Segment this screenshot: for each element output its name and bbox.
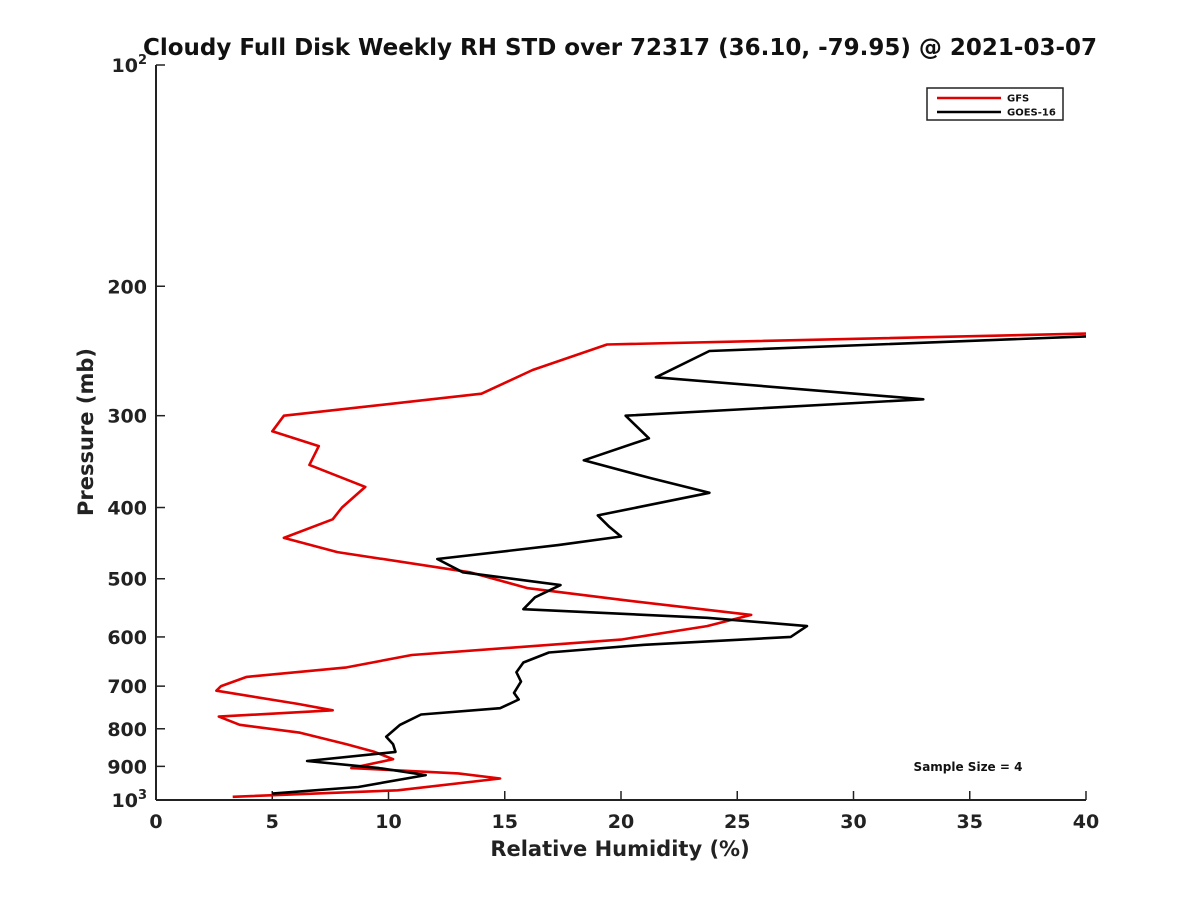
legend-label: GOES-16	[1007, 108, 1056, 119]
y-tick-label: 900	[107, 756, 147, 778]
y-tick-label: 500	[107, 569, 147, 591]
sample-size-annotation: Sample Size = 4	[914, 760, 1023, 774]
series-lines	[215, 332, 1087, 799]
y-tick-label: 102	[112, 53, 148, 77]
y-axis-label: Pressure (mb)	[74, 348, 98, 516]
y-tick-label: 700	[107, 676, 147, 698]
series-line-gfs	[215, 332, 1087, 799]
x-tick-label: 30	[840, 811, 866, 833]
series-line-goes-16	[272, 335, 1087, 795]
legend-label: GFS	[1007, 94, 1029, 105]
y-tick-label: 300	[107, 406, 147, 428]
x-tick-label: 25	[724, 811, 750, 833]
legend: GFS GOES-16	[926, 87, 1064, 121]
x-axis-label: Relative Humidity (%)	[490, 837, 749, 861]
x-tick-label: 10	[375, 811, 401, 833]
x-tick-label: 5	[266, 811, 279, 833]
y-tick-label: 103	[112, 788, 148, 812]
legend-box	[926, 87, 1064, 121]
y-tick-label: 600	[107, 627, 147, 649]
y-tick-label: 400	[107, 498, 147, 520]
y-tick-label: 200	[107, 276, 147, 298]
plot-area: 0 5 10 15 20 25 30 35 40 102 200 300 400 500 600 700 80…	[107, 53, 1099, 833]
legend-items: GFS GOES-16	[937, 94, 1056, 119]
x-tick-label: 35	[957, 811, 983, 833]
x-tick-label: 0	[149, 811, 162, 833]
x-tick-label: 40	[1073, 811, 1099, 833]
chart-title: Cloudy Full Disk Weekly RH STD over 7231…	[143, 35, 1097, 61]
x-ticks: 0 5 10 15 20 25 30 35 40	[149, 791, 1099, 833]
x-tick-label: 15	[492, 811, 518, 833]
y-ticks: 102 200 300 400 500 600 700 800 900 103	[107, 53, 165, 812]
x-tick-label: 20	[608, 811, 634, 833]
y-tick-label: 800	[107, 719, 147, 741]
